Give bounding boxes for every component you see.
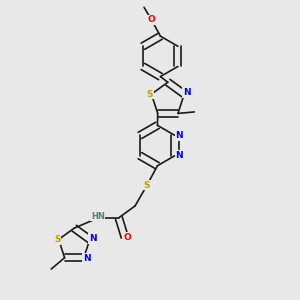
Text: HN: HN <box>91 212 105 221</box>
Text: S: S <box>144 181 150 190</box>
Text: N: N <box>175 131 183 140</box>
Text: O: O <box>148 15 155 24</box>
Text: N: N <box>83 254 91 263</box>
Text: S: S <box>147 90 153 99</box>
Text: S: S <box>54 235 60 244</box>
Text: O: O <box>123 232 131 242</box>
Text: N: N <box>175 151 183 160</box>
Text: N: N <box>89 234 97 243</box>
Text: N: N <box>183 88 190 97</box>
